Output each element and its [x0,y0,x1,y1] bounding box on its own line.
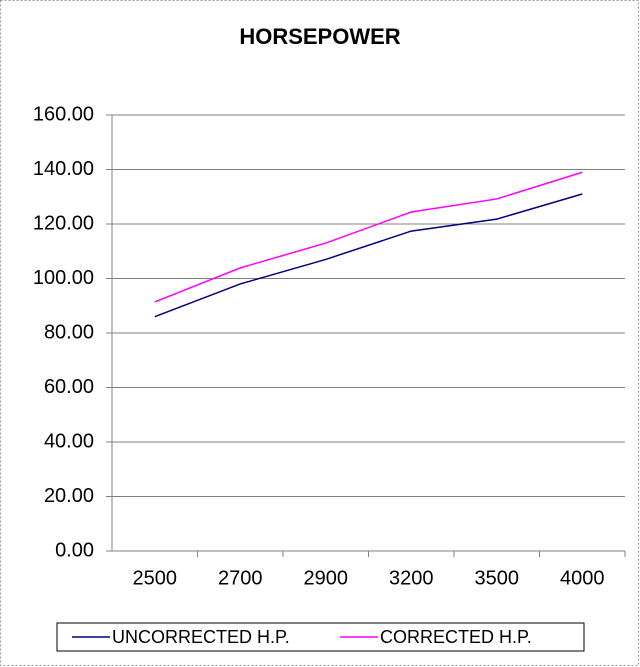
x-tick-label: 3500 [475,567,520,589]
series-line [154,193,583,318]
x-tick-label: 2900 [304,567,349,589]
y-tick-label: 20.00 [44,485,94,507]
x-tick-label: 4000 [560,567,605,589]
chart-title: HORSEPOWER [239,24,400,49]
y-tick-label: 40.00 [44,430,94,452]
y-tick-label: 140.00 [33,158,94,180]
y-tick-label: 100.00 [33,267,94,289]
y-tick-label: 160.00 [33,103,94,125]
series-line [154,171,583,303]
y-tick-label: 60.00 [44,376,94,398]
y-tick-label: 80.00 [44,321,94,343]
x-tick-label: 3200 [389,567,434,589]
legend-label: UNCORRECTED H.P. [112,627,290,647]
y-tick-label: 0.00 [55,539,94,561]
x-tick-label: 2700 [218,567,263,589]
x-tick-label: 2500 [133,567,178,589]
legend-label: CORRECTED H.P. [380,627,532,647]
legend-box [56,622,585,652]
y-tick-label: 120.00 [33,212,94,234]
